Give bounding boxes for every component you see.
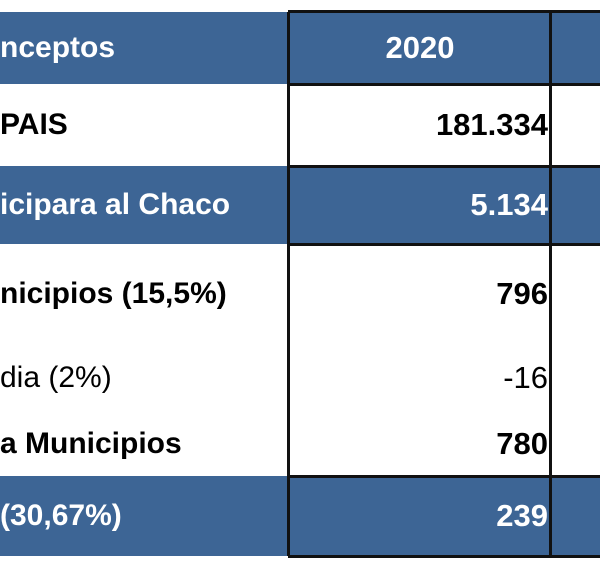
header-year-cell: 2020 xyxy=(288,12,552,84)
extra-cell xyxy=(552,166,600,244)
value-label: -16 xyxy=(503,360,548,395)
concept-label: icipara al Chaco xyxy=(0,188,231,221)
header-concept-label: nceptos xyxy=(0,31,116,64)
value-cell: 181.334 xyxy=(288,84,552,166)
grid-line-horizontal xyxy=(288,243,600,246)
concept-cell: nicipios (15,5%) xyxy=(0,244,288,344)
table-row-a-municipios: a Municipios 780 xyxy=(0,412,600,476)
concept-label: nicipios (15,5%) xyxy=(0,277,227,310)
grid-line-horizontal xyxy=(288,165,600,168)
value-cell: -16 xyxy=(288,344,552,412)
header-concept-cell: nceptos xyxy=(0,12,288,84)
table-row-municipios-15: nicipios (15,5%) 796 xyxy=(0,244,600,344)
value-label: 780 xyxy=(496,426,548,461)
concept-cell: PAIS xyxy=(0,84,288,166)
header-row: nceptos 2020 xyxy=(0,12,600,84)
concept-cell: a Municipios xyxy=(0,412,288,476)
extra-cell xyxy=(552,412,600,476)
concept-label: dia (2%) xyxy=(0,361,112,394)
value-label: 796 xyxy=(496,276,548,311)
grid-line-horizontal xyxy=(288,555,600,558)
extra-cell xyxy=(552,476,600,556)
extra-cell xyxy=(552,344,600,412)
grid-line-horizontal xyxy=(288,475,600,478)
concept-cell: dia (2%) xyxy=(0,344,288,412)
value-label: 181.334 xyxy=(435,107,548,142)
table-row-pais: PAIS 181.334 xyxy=(0,84,600,166)
value-cell: 796 xyxy=(288,244,552,344)
grid-line-vertical xyxy=(287,12,290,556)
extra-cell xyxy=(552,84,600,166)
grid-line-vertical xyxy=(549,12,552,556)
value-cell: 780 xyxy=(288,412,552,476)
value-cell: 5.134 xyxy=(288,166,552,244)
grid-line-horizontal xyxy=(288,83,600,86)
header-extra-cell xyxy=(552,12,600,84)
header-year-label: 2020 xyxy=(385,30,455,65)
concept-cell: (30,67%) xyxy=(0,476,288,556)
concept-cell: icipara al Chaco xyxy=(0,166,288,244)
grid-line-horizontal xyxy=(288,10,600,13)
table-row-chaco: icipara al Chaco 5.134 xyxy=(0,166,600,244)
concept-label: a Municipios xyxy=(0,427,182,460)
value-cell: 239 xyxy=(288,476,552,556)
table-row-30-67: (30,67%) 239 xyxy=(0,476,600,556)
table-row-dia: dia (2%) -16 xyxy=(0,344,600,412)
concept-label: (30,67%) xyxy=(0,499,122,532)
concept-label: PAIS xyxy=(0,108,68,141)
extra-cell xyxy=(552,244,600,344)
value-label: 5.134 xyxy=(470,187,548,222)
value-label: 239 xyxy=(496,498,548,533)
